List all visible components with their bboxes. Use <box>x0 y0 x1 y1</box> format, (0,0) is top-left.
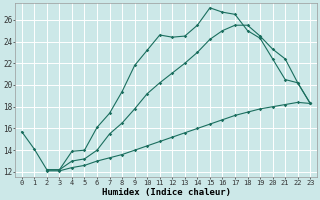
X-axis label: Humidex (Indice chaleur): Humidex (Indice chaleur) <box>101 188 230 197</box>
